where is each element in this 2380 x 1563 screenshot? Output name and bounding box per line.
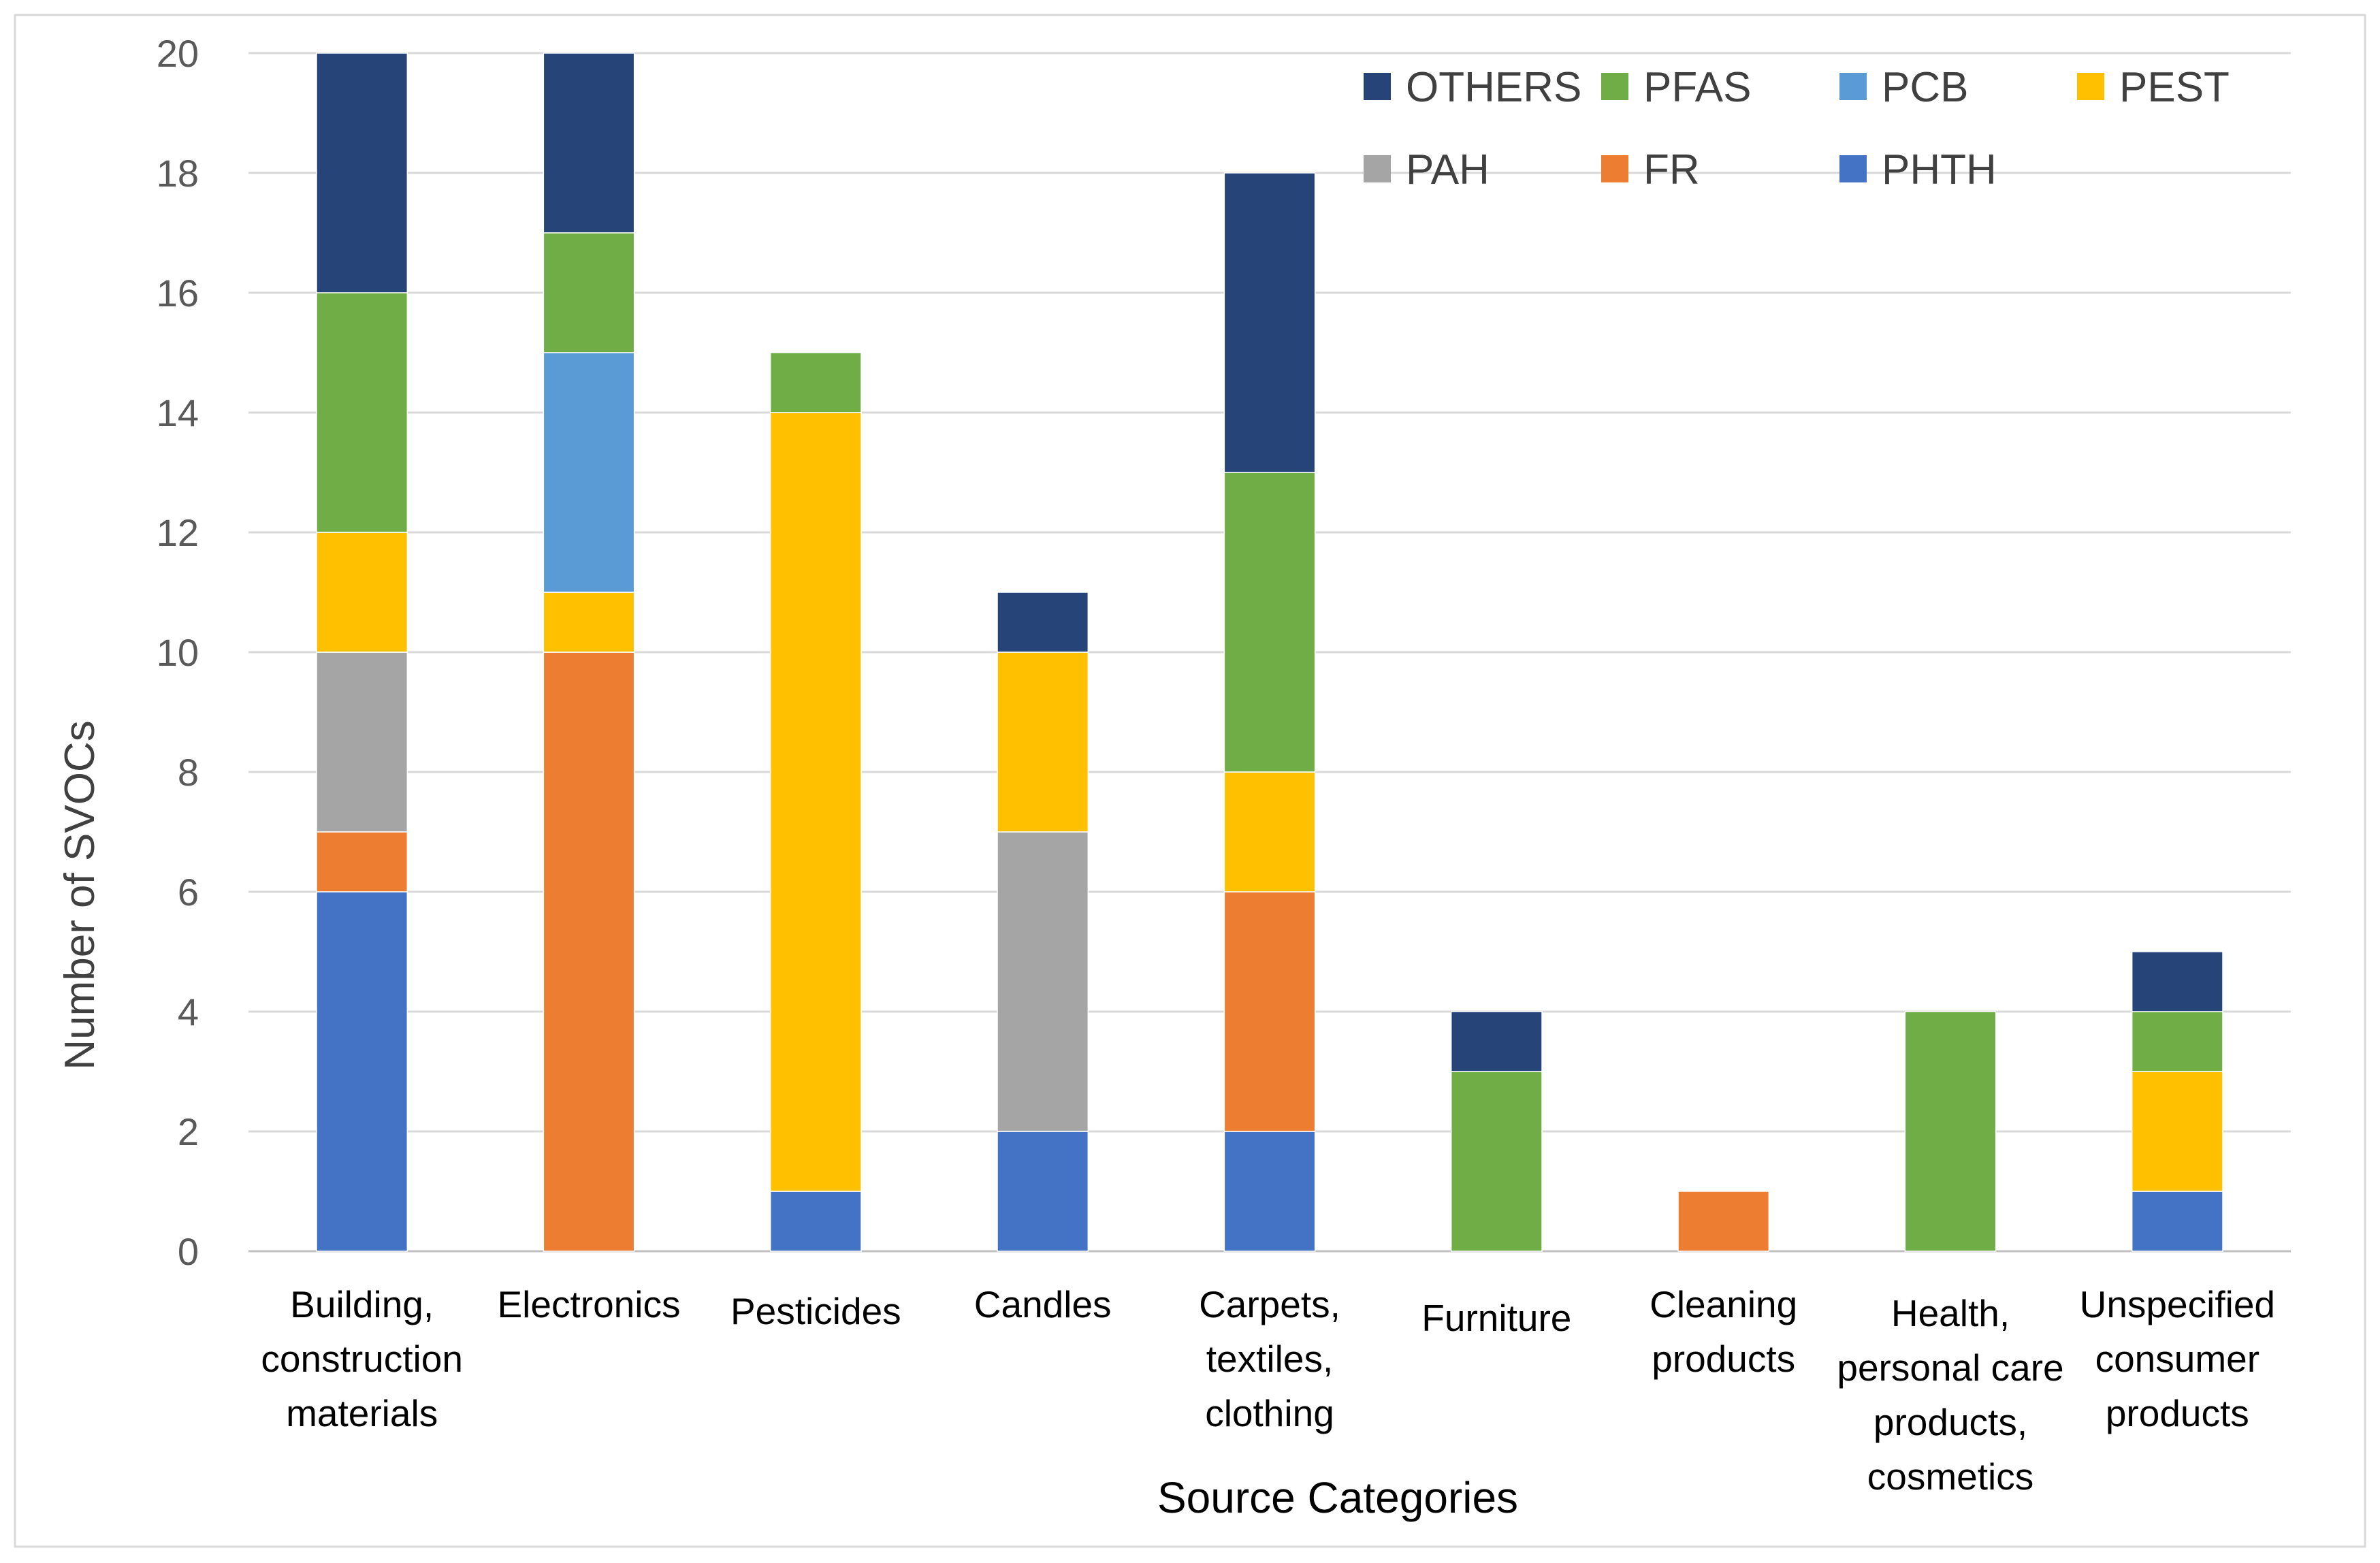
bar-segment-pest [543,592,635,653]
y-tick-label: 6 [178,871,199,914]
bar-segment-phth [997,1131,1089,1252]
bar-segment-pfas [543,232,635,353]
legend-label: PFAS [1643,64,1752,111]
bar-segment-phth [2131,1191,2223,1252]
y-tick-label: 4 [178,990,199,1033]
bar-segment-others [543,52,635,233]
y-tick-label: 20 [157,32,199,75]
legend-swatch-pfas [1601,73,1628,100]
x-category-label: Carpets, textiles, clothing [1199,1283,1340,1434]
x-category-label-line: clothing [1205,1392,1334,1434]
y-tick-label: 14 [157,391,199,434]
x-category-label: Cleaning products [1650,1283,1797,1380]
x-category-label: Candles [974,1283,1112,1325]
legend-swatch-pah [1364,155,1391,182]
x-category-label-line: Furniture [1421,1297,1571,1339]
bar-segment-pfas [1450,1071,1543,1252]
x-category-label-line: Unspecified [2080,1283,2275,1325]
x-category-label: Building, construction materials [261,1283,463,1434]
x-category-label-line: cosmetics [1867,1455,2034,1498]
x-category-label-line: construction [261,1338,463,1380]
bar-segment-pfas [2131,1011,2223,1072]
y-tick-label: 12 [157,511,199,554]
x-category-label-line: Cleaning [1650,1283,1797,1325]
legend-swatch-pest [2077,73,2104,100]
y-tick-label: 16 [157,272,199,315]
x-category-label-line: products, [1874,1401,2027,1443]
x-category-label-line: Electronics [498,1283,681,1325]
y-tick-label: 18 [157,152,199,195]
legend: OTHERS PFAS PCB PEST PAH FR PHTH [1364,64,2230,193]
bar-segment-others [1223,172,1316,473]
bar-segment-others [316,52,408,293]
x-category-label: Pesticides [730,1290,901,1332]
bar-segment-phth [1223,1131,1316,1252]
bar-segment-fr [1223,891,1316,1132]
x-category-label: Furniture [1421,1297,1571,1339]
x-category-label-line: Candles [974,1283,1112,1325]
legend-swatch-others [1364,73,1391,100]
x-category-label-line: personal care [1837,1347,2063,1389]
x-category-label-line: Carpets, [1199,1283,1340,1325]
x-category-label: Electronics [498,1283,681,1325]
legend-label: PAH [1406,146,1490,193]
bar-segment-pcb [543,352,635,593]
x-axis-categories: Building, construction materials Electronic… [261,1283,2275,1498]
legend-label: PHTH [1882,146,1997,193]
y-tick-label: 8 [178,751,199,794]
bar-segment-pfas [1223,472,1316,773]
bar-segment-pfas [769,352,862,413]
x-category-label: Unspecified consumer products [2080,1283,2275,1434]
legend-label: PEST [2119,64,2230,111]
x-category-label-line: consumer [2095,1338,2260,1380]
bar-segment-fr [543,651,635,1252]
bar-segment-pfas [316,292,408,533]
x-category-label-line: products [2106,1392,2249,1434]
bar-segment-pah [997,831,1089,1132]
y-axis-title: Number of SVOCs [57,720,103,1069]
legend-label: OTHERS [1406,64,1581,111]
bar-segment-fr [316,831,408,892]
bar-segment-pah [316,651,408,833]
legend-label: PCB [1882,64,1968,111]
bar-segment-pest [2131,1071,2223,1192]
x-category-label-line: Pesticides [730,1290,901,1332]
y-tick-label: 2 [178,1110,199,1153]
bars [316,52,2223,1252]
legend-swatch-fr [1601,155,1628,182]
x-axis-title: Source Categories [1157,1473,1518,1522]
y-tick-label: 0 [178,1230,199,1273]
x-category-label-line: materials [286,1392,438,1434]
bar-segment-pfas [1904,1011,1997,1252]
legend-swatch-pcb [1839,73,1867,100]
legend-swatch-phth [1839,155,1867,182]
bar-segment-pest [316,532,408,653]
bar-segment-others [997,592,1089,653]
bar-segment-others [2131,951,2223,1012]
x-category-label: Health, personal care products, cosmetics [1837,1292,2063,1498]
bar-segment-phth [316,891,408,1252]
bar-segment-pest [769,412,862,1192]
bar-segment-pest [1223,771,1316,892]
bar-segment-others [1450,1011,1543,1072]
chart-border [14,14,2366,1548]
bar-segment-fr [1677,1191,1770,1252]
y-axis-ticks: 0 2 4 6 8 10 12 14 16 18 20 [157,32,199,1273]
x-category-label-line: textiles, [1206,1338,1333,1380]
bar-segment-phth [769,1191,862,1252]
x-category-label-line: products [1652,1338,1795,1380]
x-category-label-line: Health, [1891,1292,2010,1334]
bar-segment-pest [997,651,1089,833]
y-tick-label: 10 [157,631,199,674]
x-category-label-line: Building, [290,1283,434,1325]
legend-label: FR [1643,146,1700,193]
